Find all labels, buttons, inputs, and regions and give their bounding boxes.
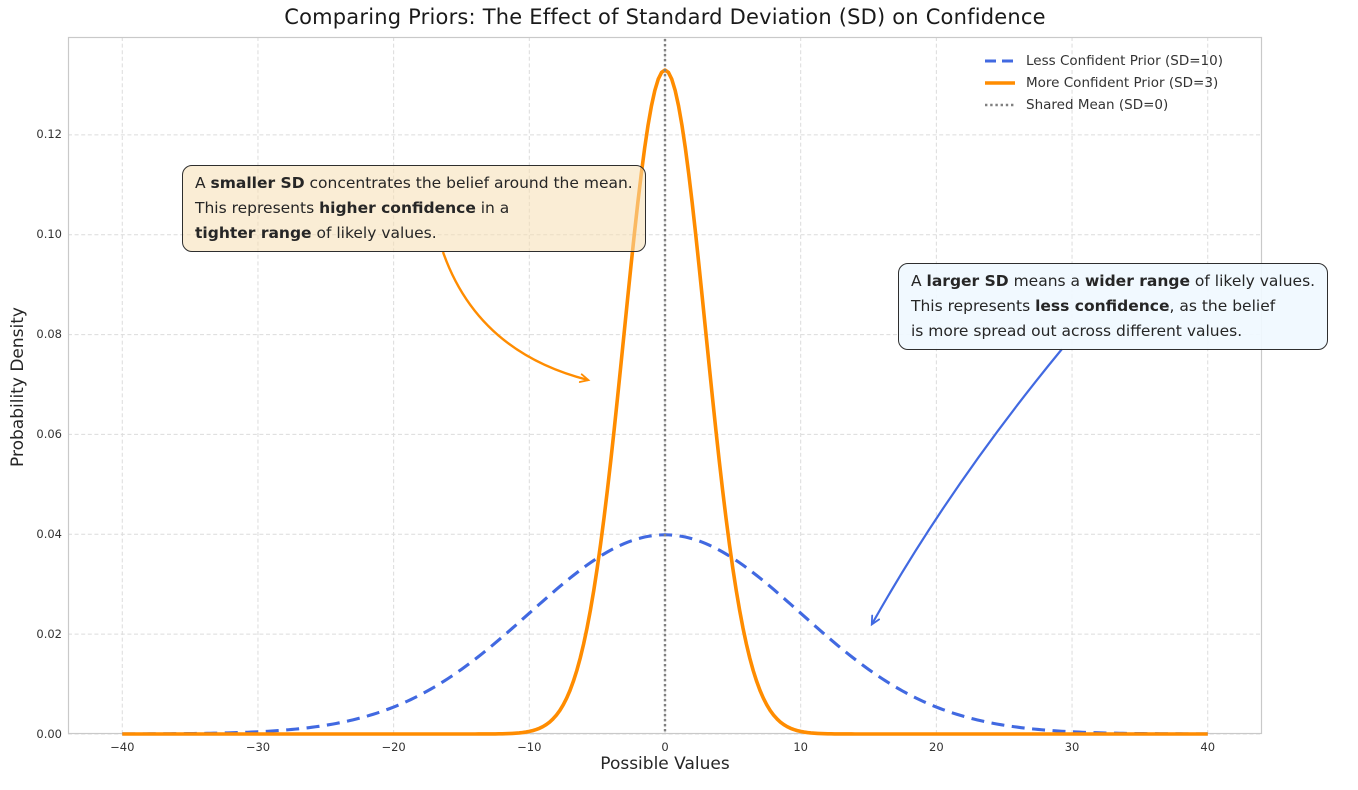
legend-item-more-confident-prior: More Confident Prior (SD=3) (984, 72, 1223, 94)
x-tick-label: 10 (793, 740, 808, 754)
legend-item-less-confident-prior: Less Confident Prior (SD=10) (984, 50, 1223, 72)
y-tick-label: 0.12 (36, 127, 62, 142)
dashed-line-icon (985, 59, 1015, 63)
chart-title: Comparing Priors: The Effect of Standard… (284, 5, 1046, 29)
annotation-smaller-sd: A smaller SD concentrates the belief aro… (182, 165, 646, 252)
legend-label: Shared Mean (SD=0) (1026, 97, 1169, 113)
annotation-text-line: A smaller SD concentrates the belief aro… (195, 174, 633, 192)
annotation-larger-sd: A larger SD means a wider range of likel… (898, 263, 1329, 350)
annotation-text-line: This represents higher confidence in a (195, 199, 510, 217)
annotation-text-line: tighter range of likely values. (195, 224, 437, 242)
x-tick-label: 40 (1200, 740, 1216, 754)
x-tick-label: 0 (661, 740, 669, 754)
y-tick-label: 0.06 (36, 426, 62, 441)
y-tick-label: 0.10 (36, 227, 62, 242)
y-tick-label: 0.04 (36, 526, 62, 541)
axes-border (67, 36, 1263, 735)
y-tick-label: 0.08 (36, 327, 62, 342)
dotted-line-icon (985, 103, 1015, 107)
legend-label: Less Confident Prior (SD=10) (1026, 53, 1224, 69)
annotation-arrow-smaller-sd (441, 251, 591, 383)
x-tick-label: −10 (517, 740, 542, 754)
annotation-text-line: A larger SD means a wider range of likel… (911, 272, 1316, 290)
x-tick-label: −40 (110, 740, 135, 754)
annotation-text-line: This represents less confidence, as the … (911, 297, 1276, 315)
y-tick-label: 0.00 (36, 726, 62, 741)
y-tick-label: 0.02 (36, 626, 62, 641)
solid-line-icon (985, 81, 1015, 85)
x-tick-label: −30 (245, 740, 271, 754)
legend-label: More Confident Prior (SD=3) (1026, 75, 1219, 91)
x-tick-label: 20 (929, 740, 944, 754)
annotation-text-line: is more spread out across different valu… (911, 322, 1243, 340)
y-axis-label: Probability Density (8, 307, 28, 467)
legend-item-shared-mean: Shared Mean (SD=0) (984, 94, 1223, 116)
legend: Less Confident Prior (SD=10) More Confid… (984, 50, 1223, 116)
x-tick-label: −20 (381, 740, 406, 754)
annotation-arrow-larger-sd (870, 348, 1063, 627)
x-axis-label: Possible Values (600, 754, 730, 774)
x-tick-label: 30 (1064, 740, 1080, 754)
